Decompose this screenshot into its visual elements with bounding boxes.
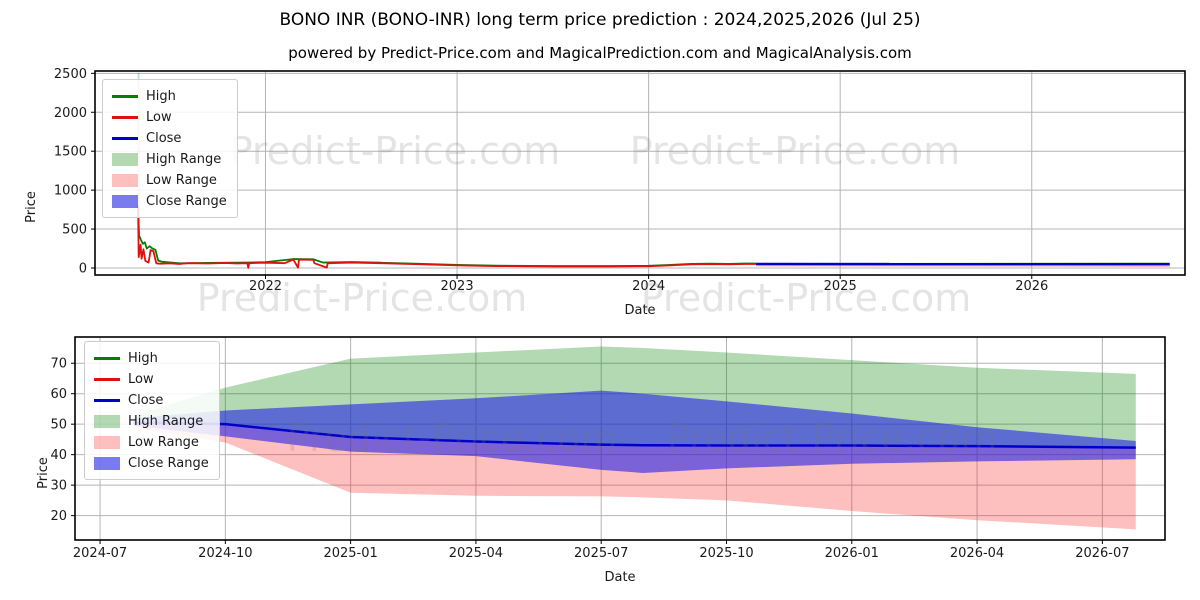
y-tick-label: 1000	[54, 184, 87, 199]
legend-item-low-range: Low Range	[94, 433, 209, 451]
legend-swatch	[94, 414, 120, 428]
y-tick-label: 20	[50, 509, 67, 524]
y-tick-label: 70	[50, 357, 67, 372]
x-tick-label: 2025-04	[449, 546, 503, 561]
plot-border	[74, 336, 1166, 541]
chart-title: BONO INR (BONO-INR) long term price pred…	[279, 10, 921, 30]
legend-swatch	[112, 152, 138, 166]
legend-label: Close Range	[128, 455, 209, 471]
x-tick-label: 2026-01	[825, 546, 879, 561]
y-tick-label: 30	[50, 479, 67, 494]
legend-label: Close	[128, 392, 164, 408]
x-tick-label: 2023	[441, 279, 474, 294]
x-tick-label: 2026-07	[1075, 546, 1129, 561]
x-tick-label: 2022	[249, 279, 282, 294]
legend-label: Low	[146, 109, 172, 125]
legend-item-close: Close	[112, 129, 227, 147]
y-tick-label: 60	[50, 387, 67, 402]
legend-swatch	[112, 94, 138, 98]
x-tick-label: 2026-04	[950, 546, 1004, 561]
chart-subtitle: powered by Predict-Price.com and Magical…	[288, 44, 912, 62]
legend-label: High	[146, 88, 176, 104]
legend-label: High Range	[128, 413, 204, 429]
legend-bottom-chart: High Low Close High Range Low Range Close Ran…	[84, 341, 220, 480]
legend-item-low: Low	[94, 370, 209, 388]
legend-swatch	[94, 398, 120, 402]
x-tick-label: 2026	[1015, 279, 1048, 294]
y-tick-label: 2000	[54, 106, 87, 121]
legend-top-chart: High Low Close High Range Low Range Close Ran…	[102, 79, 238, 218]
y-tick-label: 40	[50, 448, 67, 463]
legend-swatch	[94, 377, 120, 381]
bottom-chart-xlabel: Date	[604, 570, 636, 585]
legend-label: High Range	[146, 151, 222, 167]
x-tick-label: 2025-10	[699, 546, 753, 561]
x-tick-label: 2024	[632, 279, 665, 294]
legend-swatch	[94, 456, 120, 470]
legend-swatch	[94, 435, 120, 449]
legend-label: Close	[146, 130, 182, 146]
line-low	[137, 207, 756, 269]
legend-item-high: High	[112, 87, 227, 105]
x-tick-label: 2025	[824, 279, 857, 294]
legend-label: Low Range	[146, 172, 217, 188]
legend-item-close: Close	[94, 391, 209, 409]
legend-item-high: High	[94, 349, 209, 367]
legend-label: Low	[128, 371, 154, 387]
x-tick-label: 2024-07	[73, 546, 127, 561]
chart-prediction-detail: 2024-07 2024-10 2025-01 2025-04 2025-07 2025-…	[50, 336, 1166, 561]
x-tick-label: 2025-07	[574, 546, 628, 561]
legend-item-low-range: Low Range	[112, 171, 227, 189]
top-chart-xlabel: Date	[624, 303, 656, 318]
legend-label: High	[128, 350, 158, 366]
y-tick-label: 1500	[54, 145, 87, 160]
legend-swatch	[112, 194, 138, 208]
legend-item-low: Low	[112, 108, 227, 126]
legend-swatch	[112, 173, 138, 187]
line-close	[133, 421, 1136, 449]
legend-item-high-range: High Range	[94, 412, 209, 430]
legend-swatch	[94, 356, 120, 360]
y-tick-label: 0	[79, 261, 87, 276]
legend-swatch	[112, 115, 138, 119]
legend-label: Low Range	[128, 434, 199, 450]
y-tick-label: 50	[50, 418, 67, 433]
bottom-chart-ylabel: Price	[36, 457, 51, 489]
top-chart-ylabel: Price	[24, 191, 39, 223]
legend-item-close-range: Close Range	[112, 192, 227, 210]
legend-item-close-range: Close Range	[94, 454, 209, 472]
y-tick-label: 500	[62, 223, 87, 238]
x-tick-label: 2024-10	[198, 546, 252, 561]
legend-swatch	[112, 136, 138, 140]
band-close-range	[133, 390, 1136, 473]
y-tick-label: 2500	[54, 67, 87, 82]
legend-item-high-range: High Range	[112, 150, 227, 168]
plot-border	[94, 70, 1186, 276]
legend-label: Close Range	[146, 193, 227, 209]
x-tick-label: 2025-01	[323, 546, 377, 561]
